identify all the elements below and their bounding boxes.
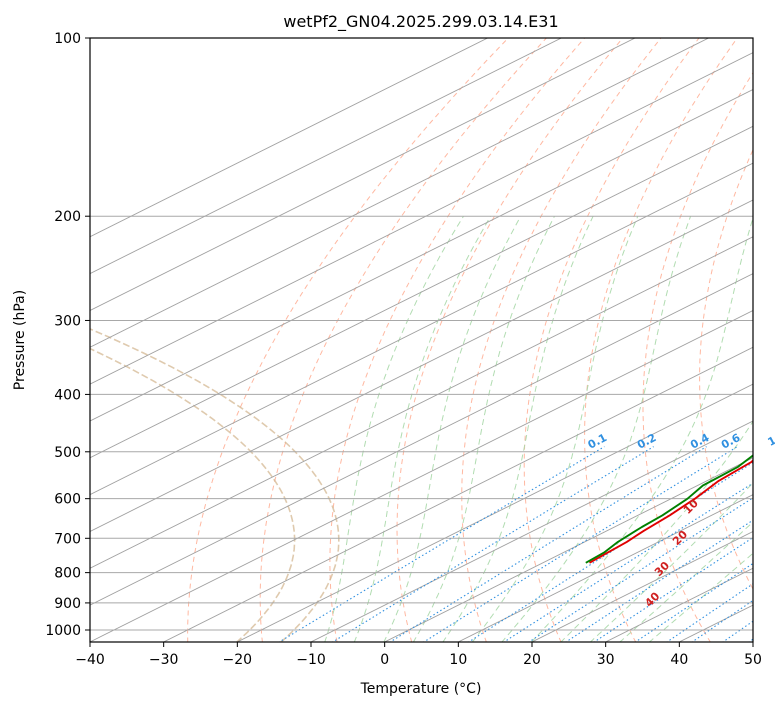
isotherm-line: [90, 236, 753, 569]
moist-adiabat: [442, 215, 594, 642]
isotherm-line: [90, 38, 637, 311]
sounding-profiles: [585, 454, 753, 564]
x-tick-label: −30: [149, 652, 179, 668]
dry-adiabat: [259, 38, 547, 642]
isotherm-line: [383, 457, 753, 642]
x-tick-label: −10: [296, 652, 326, 668]
x-tick-label: 50: [744, 652, 762, 668]
chart-title: wetPf2_GN04.2025.299.03.14.E31: [283, 12, 558, 32]
x-tick-label: 30: [597, 652, 615, 668]
dry-adiabat: [523, 38, 700, 642]
isotherm-line: [90, 199, 753, 532]
mixing-ratio-label: 1: [766, 434, 775, 449]
y-tick-label: 700: [54, 531, 81, 547]
y-tick-label: 400: [54, 387, 81, 403]
isotherm-line: [90, 52, 753, 385]
isotherm-line: [530, 530, 753, 642]
x-tick-label: −20: [223, 652, 253, 668]
plot-background: [90, 38, 753, 642]
isotherm-line: [90, 309, 753, 642]
mixing-ratio-line: [467, 461, 753, 642]
x-tick-label: 40: [670, 652, 688, 668]
axes: −40 −30 −20 −10 0 10 20 30 40 50 100 200 300 400 500 60…: [45, 31, 762, 668]
y-tick-label: 900: [54, 596, 81, 612]
isotherm-line: [90, 38, 710, 348]
mixing-ratio-line: [278, 446, 605, 642]
x-tick-label: 20: [523, 652, 541, 668]
background-lines: [90, 38, 775, 643]
isotherm-line: [162, 346, 753, 642]
mixing-ratio-line: [422, 446, 738, 642]
y-tick-label: 500: [54, 445, 81, 461]
thetae-curve: [90, 347, 296, 642]
isotherm-line: [309, 420, 753, 642]
isotherm-line: [90, 125, 753, 459]
moist-adiabat: [530, 216, 753, 642]
isotherm-line: [457, 494, 753, 642]
mixing-ratio-line: [389, 446, 707, 642]
y-tick-label: 100: [54, 31, 81, 47]
isotherm-line: [90, 38, 489, 238]
y-axis-label: Pressure (hPa): [12, 290, 28, 390]
dry-adiabat: [699, 148, 753, 591]
y-tick-label: 800: [54, 566, 81, 582]
thetae-curve: [90, 328, 340, 642]
y-tick-label: 200: [54, 209, 81, 225]
mixing-ratio-line: [593, 536, 753, 642]
dry-adiabat: [187, 38, 509, 642]
y-tick-label: 1000: [45, 623, 81, 639]
plot-frame: [89, 37, 754, 643]
mixing-ratio-line: [331, 446, 654, 642]
isotherm-line: [236, 383, 753, 642]
isotherm-line: [751, 641, 753, 642]
moist-adiabat: [589, 482, 753, 642]
x-tick-label: 0: [380, 652, 389, 668]
dry-adiabat: [584, 38, 738, 642]
dewpoint-profile: [585, 454, 753, 564]
isotherm-line: [90, 273, 753, 606]
dry-adiabat: [461, 38, 662, 642]
isotherm-line: [90, 162, 753, 496]
mixing-ratio-line: [502, 482, 753, 642]
x-tick-label: −40: [75, 652, 105, 668]
x-axis-label: Temperature (°C): [360, 681, 482, 697]
dry-adiabat: [754, 38, 775, 643]
x-tick-label: 10: [449, 652, 467, 668]
isotherm-line: [90, 38, 563, 275]
moist-adiabat: [412, 215, 555, 642]
temperature-profile: [589, 459, 753, 564]
moist-adiabat: [560, 420, 753, 642]
y-tick-label: 600: [54, 492, 81, 508]
dry-adiabat: [329, 38, 585, 642]
moist-adiabat: [383, 215, 522, 642]
adiabat-label: -10: [770, 434, 775, 459]
moist-adiabat: [501, 216, 692, 642]
y-tick-label: 300: [54, 313, 81, 329]
isotherm-line: [90, 88, 753, 422]
